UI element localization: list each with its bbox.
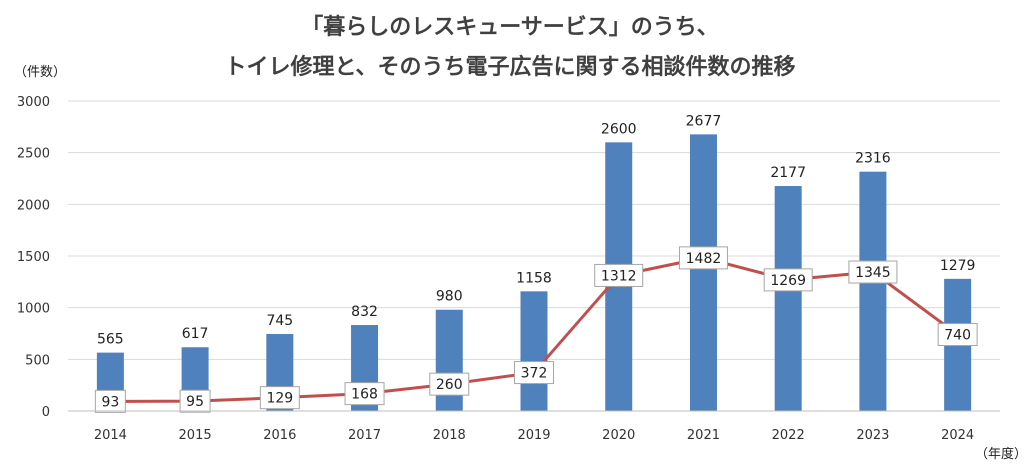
line-value-label: 260 [436, 377, 463, 393]
bar-value-label: 2677 [686, 113, 722, 129]
y-axis-ticks: 0 500 1000 1500 2000 2500 3000 [17, 95, 50, 420]
bar-value-label: 745 [266, 313, 293, 329]
line-value-label: 1345 [855, 265, 891, 281]
line-value-label: 93 [101, 394, 119, 410]
bar-value-label: 617 [182, 326, 209, 342]
bar [774, 186, 802, 411]
line-value-box [514, 361, 554, 385]
x-tick-label: 2019 [517, 428, 550, 443]
line-value-box [937, 323, 978, 347]
line-value-box [179, 389, 211, 413]
x-tick-label: 2023 [856, 428, 889, 443]
x-tick-label: 2017 [348, 428, 381, 443]
line-value-box [429, 372, 470, 396]
bar [859, 171, 887, 411]
line-value-label: 372 [521, 366, 548, 382]
bar-value-label: 832 [351, 304, 378, 320]
line-value-box [848, 260, 898, 284]
bar-value-label: 1158 [516, 270, 552, 286]
line-value-label: 129 [266, 391, 293, 407]
line-value-label: 740 [944, 328, 971, 344]
bar-value-label: 980 [436, 289, 463, 305]
x-axis-unit-label: （年度） [975, 446, 1027, 462]
x-tick-label: 2016 [263, 428, 296, 443]
grid-lines [68, 100, 1000, 360]
line-value-label: 1312 [601, 268, 637, 284]
bar-value-label: 1279 [940, 258, 976, 274]
chart-title-line-2: トイレ修理と、そのうち電子広告に関する相談件数の推移 [224, 54, 795, 80]
line-value-box [344, 382, 385, 406]
line-value-box [594, 263, 644, 287]
y-tick-label: 3000 [17, 95, 50, 110]
x-tick-label: 2018 [433, 428, 466, 443]
x-tick-label: 2020 [602, 428, 635, 443]
line-value-label: 168 [351, 387, 378, 403]
x-tick-label: 2015 [179, 428, 212, 443]
line-value-box [763, 268, 813, 292]
bar-value-label: 2316 [855, 151, 891, 167]
line-value-label: 1269 [770, 273, 806, 289]
line-value-label: 1482 [686, 251, 722, 267]
x-tick-label: 2014 [94, 428, 127, 443]
x-tick-label: 2022 [772, 428, 805, 443]
y-tick-label: 2000 [17, 198, 50, 213]
y-tick-label: 1500 [17, 250, 50, 265]
bar-value-label: 565 [97, 332, 124, 348]
bar-value-labels: 565 617 745 832 980 1158 2600 2677 2177 2316 1279 [97, 113, 975, 347]
line-value-box [94, 389, 126, 413]
x-tick-label: 2024 [941, 428, 974, 443]
y-tick-label: 1000 [17, 302, 50, 317]
y-tick-label: 0 [42, 405, 50, 420]
x-tick-label: 2021 [687, 428, 720, 443]
y-tick-label: 2500 [17, 147, 50, 162]
line-value-box [259, 386, 300, 410]
y-axis-unit-label: （件数） [14, 65, 66, 80]
x-axis-ticks: 2014 2015 2016 2017 2018 2019 2020 2021 2022 2023… [94, 428, 974, 443]
bar [520, 291, 548, 411]
chart-title-line-1: 「暮らしのレスキューサービス」のうち、 [301, 15, 719, 40]
y-tick-label: 500 [25, 353, 50, 368]
bar-value-label: 2600 [601, 121, 637, 137]
line-value-box [678, 246, 728, 270]
bar-value-label: 2177 [770, 165, 806, 181]
bar [435, 309, 463, 411]
line-value-label: 95 [186, 394, 204, 410]
line-value-labels: 93 95 129 168 260 372 1312 1482 1269 1345 740 [94, 246, 978, 413]
bar [689, 134, 717, 412]
